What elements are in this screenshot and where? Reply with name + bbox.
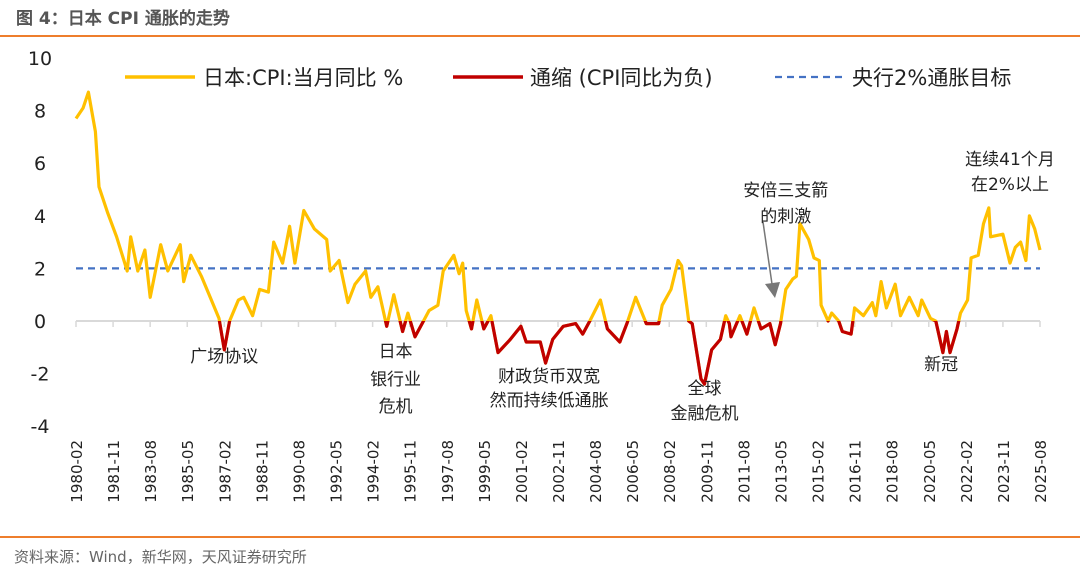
y-tick-label: 8 bbox=[34, 101, 46, 123]
legend-label-cpi: 日本:CPI:当月同比 % bbox=[203, 66, 403, 90]
x-tick-label: 1995-11 bbox=[402, 440, 420, 503]
annotation-label: 新冠 bbox=[924, 355, 958, 375]
x-tick-label: 1980-02 bbox=[68, 440, 86, 503]
x-tick-label: 1997-08 bbox=[439, 440, 457, 503]
x-tick-label: 2002-11 bbox=[550, 440, 568, 503]
x-tick-label: 2015-02 bbox=[810, 440, 828, 503]
bottom-divider bbox=[0, 536, 1080, 538]
legend-label-deflation: 通缩 (CPI同比为负) bbox=[530, 66, 713, 90]
annotation-label: 财政货币双宽 bbox=[498, 367, 600, 387]
annotation-label: 银行业 bbox=[370, 370, 421, 390]
x-tick-label: 2008-02 bbox=[661, 440, 679, 503]
annotation-label: 广场协议 bbox=[190, 347, 258, 367]
annotation-arrowhead bbox=[765, 282, 780, 298]
y-tick-label: 6 bbox=[34, 153, 46, 175]
x-tick-label: 2022-02 bbox=[958, 440, 976, 503]
annotation-label: 的刺激 bbox=[760, 207, 811, 227]
x-tick-label: 2023-11 bbox=[995, 440, 1013, 503]
x-tick-label: 1994-02 bbox=[365, 440, 383, 503]
y-tick-label: 4 bbox=[34, 206, 46, 228]
y-tick-label: -2 bbox=[31, 364, 50, 386]
annotation-label: 危机 bbox=[379, 397, 413, 417]
x-tick-label: 1987-02 bbox=[216, 440, 234, 503]
x-tick-label: 1981-11 bbox=[105, 440, 123, 503]
annotation-label: 日本 bbox=[379, 342, 413, 362]
annotation-arrow bbox=[762, 221, 773, 285]
x-tick-label: 2001-02 bbox=[513, 440, 531, 503]
x-tick-label: 2025-08 bbox=[1032, 440, 1050, 503]
x-tick-label: 1990-08 bbox=[290, 440, 308, 503]
x-tick-label: 2009-11 bbox=[698, 440, 716, 503]
figure-title: 图 4：日本 CPI 通胀的走势 bbox=[16, 9, 230, 29]
x-tick-label: 2006-05 bbox=[624, 440, 642, 503]
annotation-label: 连续41个月 bbox=[965, 150, 1055, 170]
x-tick-label: 2018-08 bbox=[884, 440, 902, 503]
x-tick-label: 2011-08 bbox=[735, 440, 753, 503]
x-tick-label: 1983-08 bbox=[142, 440, 160, 503]
x-tick-label: 2020-05 bbox=[921, 440, 939, 503]
cpi-chart: -4 -2 0 2 4 6 8 10 1980-02 1981-11 1983-08 1985-05… bbox=[28, 48, 1055, 503]
x-tick-label: 1992-05 bbox=[328, 440, 346, 503]
annotation-label: 在2%以上 bbox=[971, 175, 1049, 195]
y-tick-label: 0 bbox=[34, 311, 46, 333]
x-tick-label: 1988-11 bbox=[253, 440, 271, 503]
annotation-label: 金融危机 bbox=[671, 404, 739, 424]
x-tick-label: 1999-05 bbox=[476, 440, 494, 503]
source-note: 资料来源：Wind，新华网，天风证券研究所 bbox=[14, 548, 307, 566]
series-deflation-line bbox=[217, 321, 961, 386]
legend-label-target: 央行2%通胀目标 bbox=[852, 66, 1011, 90]
series-cpi-line bbox=[74, 90, 1042, 386]
top-divider bbox=[0, 35, 1080, 37]
x-tick-label: 2016-11 bbox=[847, 440, 865, 503]
legend: 日本:CPI:当月同比 % 通缩 (CPI同比为负) 央行2%通胀目标 bbox=[125, 66, 1011, 90]
x-tick-label: 2004-08 bbox=[587, 440, 605, 503]
y-tick-label: -4 bbox=[31, 416, 50, 438]
y-tick-label: 2 bbox=[34, 258, 46, 280]
x-tick-label: 2013-05 bbox=[772, 440, 790, 503]
x-tick-label: 1985-05 bbox=[179, 440, 197, 503]
annotation-label: 安倍三支箭 bbox=[743, 181, 828, 201]
y-tick-label: 10 bbox=[28, 48, 52, 70]
annotation-label: 全球 bbox=[688, 379, 722, 399]
annotation-label: 然而持续低通胀 bbox=[490, 391, 609, 411]
